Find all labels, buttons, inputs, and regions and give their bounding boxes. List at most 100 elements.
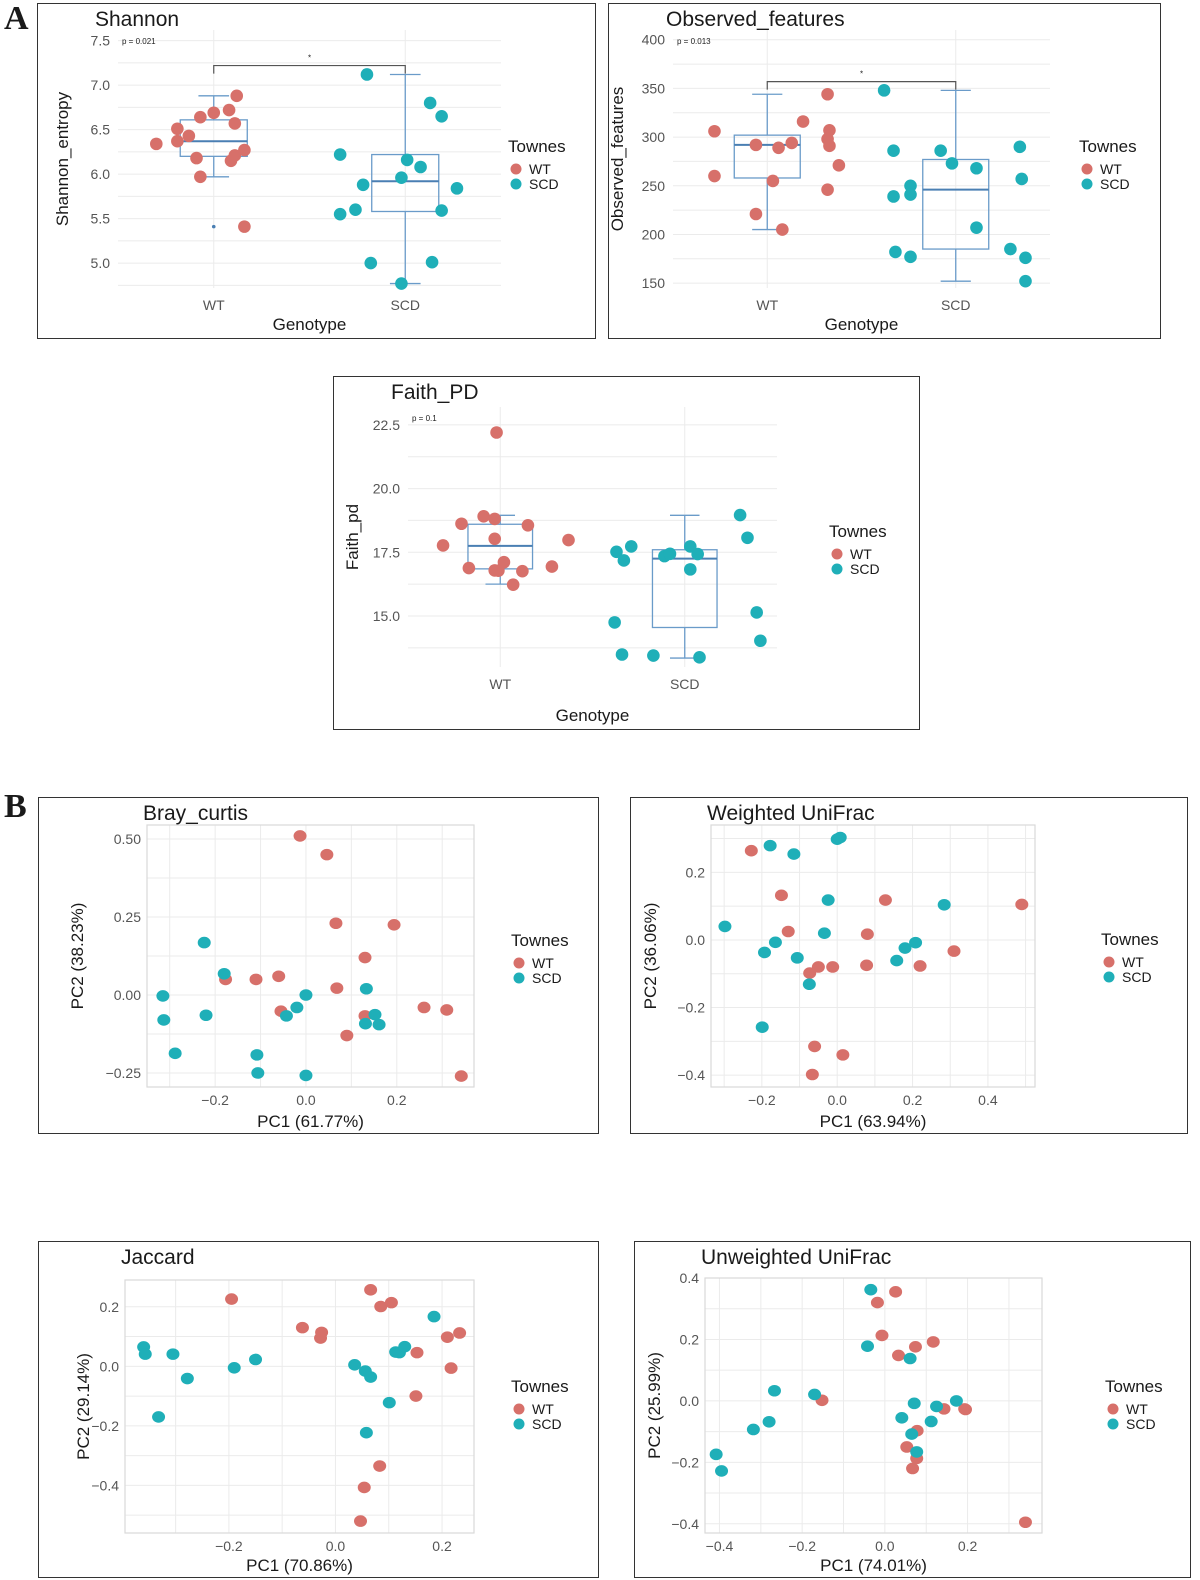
data-point-wt bbox=[207, 106, 221, 120]
legend-title: Townes bbox=[1101, 930, 1159, 949]
y-axis-title: PC2 (29.14%) bbox=[74, 1353, 93, 1460]
data-point-wt bbox=[477, 510, 490, 523]
panel-faith-pd: Faith_PD 15.0 17.5 20.0 22.5 WT SCD Genotype Fai… bbox=[333, 376, 920, 730]
data-point-scd bbox=[887, 144, 900, 158]
data-point-scd bbox=[395, 171, 408, 184]
data-point-wt bbox=[708, 124, 721, 138]
data-point-scd bbox=[718, 920, 732, 933]
data-point-wt bbox=[776, 223, 789, 236]
data-point-wt bbox=[272, 970, 286, 983]
legend-marker-scd bbox=[510, 178, 522, 190]
legend-label-wt: WT bbox=[532, 1401, 554, 1417]
data-point-scd bbox=[757, 946, 771, 959]
data-point-wt bbox=[374, 1300, 388, 1313]
data-point-wt bbox=[488, 512, 502, 526]
legend-marker-wt bbox=[513, 957, 525, 969]
data-point-wt bbox=[821, 87, 834, 101]
legend-label-scd: SCD bbox=[1100, 176, 1130, 192]
data-point-wt bbox=[906, 1462, 920, 1475]
data-point-wt bbox=[171, 134, 184, 148]
data-point-scd bbox=[299, 989, 313, 1001]
box-iqr bbox=[733, 134, 801, 179]
data-point-wt bbox=[1015, 898, 1029, 911]
data-point-scd bbox=[898, 942, 912, 954]
data-point-wt bbox=[878, 894, 892, 906]
legend-label-scd: SCD bbox=[1122, 969, 1152, 985]
data-point-scd bbox=[290, 1001, 304, 1014]
data-point-scd bbox=[1013, 140, 1027, 154]
data-point-scd bbox=[356, 178, 370, 192]
y-tick-label: 250 bbox=[642, 178, 666, 194]
data-point-scd bbox=[333, 207, 347, 221]
data-point-wt bbox=[821, 183, 834, 196]
data-point-wt bbox=[354, 1515, 368, 1527]
section-label-b: B bbox=[4, 788, 27, 825]
data-point-scd bbox=[910, 1446, 924, 1458]
chart-title: Bray_curtis bbox=[143, 802, 248, 825]
y-tick-label: 0.50 bbox=[114, 831, 141, 847]
legend-title: Townes bbox=[511, 1377, 569, 1396]
data-point-scd bbox=[168, 1047, 182, 1060]
chart-jaccard: Jaccard −0.2 0.0 0.2 −0.4 −0.2 0.0 0.2 PC1 (70.8… bbox=[74, 1246, 569, 1575]
data-point-scd bbox=[877, 84, 891, 97]
data-point-scd bbox=[358, 1017, 372, 1030]
data-point-wt bbox=[766, 174, 780, 188]
section-label-a: A bbox=[4, 0, 29, 37]
chart-weighted: Weighted UniFrac −0.2 0.0 0.2 0.4 −0.4 −0.2 0.0… bbox=[641, 802, 1159, 1131]
legend-title: Townes bbox=[1105, 1377, 1163, 1396]
data-point-wt bbox=[913, 960, 927, 972]
x-tick-label: −0.2 bbox=[788, 1538, 816, 1554]
data-point-scd bbox=[372, 1018, 386, 1031]
x-tick-label: WT bbox=[203, 297, 225, 313]
data-point-wt bbox=[781, 925, 795, 938]
y-tick-label: −0.4 bbox=[91, 1477, 119, 1493]
data-point-wt bbox=[1018, 1516, 1032, 1529]
y-tick-label: −0.4 bbox=[671, 1516, 699, 1532]
y-tick-label: 0.2 bbox=[680, 1331, 700, 1347]
data-point-scd bbox=[610, 545, 623, 559]
data-point-scd bbox=[617, 554, 631, 567]
data-point-scd bbox=[945, 157, 959, 170]
data-point-scd bbox=[733, 508, 747, 522]
data-point-wt bbox=[516, 564, 529, 578]
data-point-wt bbox=[796, 115, 810, 128]
legend-label-wt: WT bbox=[850, 546, 872, 562]
y-axis-title: Faith_pd bbox=[343, 504, 362, 570]
y-axis-title: Observed_features bbox=[609, 87, 627, 232]
x-tick-label: SCD bbox=[390, 297, 420, 313]
data-point-wt bbox=[959, 1403, 973, 1416]
data-point-wt bbox=[836, 1049, 850, 1061]
data-point-wt bbox=[488, 532, 502, 546]
data-point-wt bbox=[892, 1349, 906, 1362]
data-point-scd bbox=[817, 927, 831, 939]
x-axis-title: Genotype bbox=[273, 315, 347, 334]
data-point-scd bbox=[152, 1411, 166, 1423]
data-point-scd bbox=[790, 952, 804, 964]
x-tick-label: −0.2 bbox=[748, 1092, 776, 1108]
plot-frame bbox=[710, 824, 1036, 1088]
chart-unweighted: Unweighted UniFrac −0.4 −0.2 0.0 0.2 −0.4 −0.2… bbox=[645, 1246, 1163, 1575]
data-point-wt bbox=[545, 560, 559, 573]
legend-marker-scd bbox=[1107, 1418, 1119, 1430]
data-point-wt bbox=[749, 138, 763, 152]
data-point-wt bbox=[373, 1460, 387, 1472]
data-point-wt bbox=[462, 561, 476, 575]
data-point-scd bbox=[903, 1352, 917, 1365]
data-point-scd bbox=[1019, 251, 1032, 265]
x-tick-label: 0.2 bbox=[432, 1538, 452, 1554]
data-point-scd bbox=[251, 1067, 265, 1079]
data-point-wt bbox=[490, 426, 503, 439]
chart-title: Faith_PD bbox=[391, 381, 479, 404]
data-point-scd bbox=[414, 160, 427, 174]
data-point-scd bbox=[889, 245, 902, 259]
data-point-scd bbox=[715, 1465, 729, 1477]
y-tick-label: 0.0 bbox=[686, 932, 706, 948]
data-point-scd bbox=[890, 954, 904, 967]
data-point-wt bbox=[190, 151, 203, 165]
data-point-wt bbox=[409, 1390, 423, 1402]
legend-marker-wt bbox=[510, 163, 522, 175]
data-point-wt bbox=[295, 1321, 309, 1334]
data-point-scd bbox=[895, 1411, 909, 1424]
data-point-scd bbox=[333, 148, 347, 161]
